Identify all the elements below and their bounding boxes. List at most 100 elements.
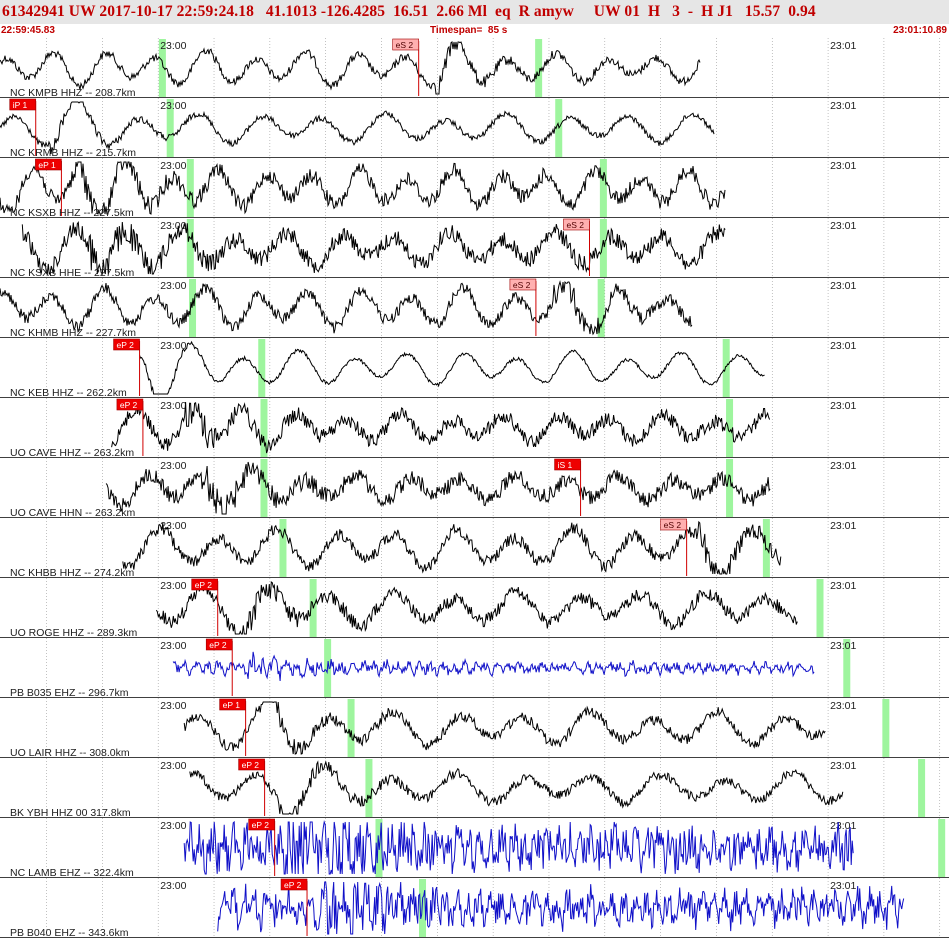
predicted-arrival-marker xyxy=(166,99,174,157)
waveform-trace xyxy=(217,881,905,935)
event-title: 61342941 UW 2017-10-17 22:59:24.18 41.10… xyxy=(2,3,816,20)
predicted-arrival-marker xyxy=(597,279,605,337)
pick-flag xyxy=(563,218,590,231)
tick-label: 23:01 xyxy=(830,700,856,712)
tick-label: 23:01 xyxy=(830,460,856,472)
pick-label: eP 1 xyxy=(223,700,241,710)
tick-label: 23:01 xyxy=(830,40,856,52)
tick-label: 23:01 xyxy=(830,880,856,892)
pick-label: eP 2 xyxy=(252,820,270,830)
tick-label: 23:00 xyxy=(160,40,186,52)
predicted-arrival-marker xyxy=(726,459,734,517)
station-label: NC LAMB EHZ -- 322.4km xyxy=(10,867,134,879)
predicted-arrival-marker xyxy=(722,339,730,397)
pick-label: eP 1 xyxy=(38,160,56,170)
tick-label: 23:00 xyxy=(160,100,186,112)
predicted-arrival-marker xyxy=(158,39,166,97)
waveform-trace xyxy=(0,101,715,155)
pick-label: eP 2 xyxy=(117,340,135,350)
pick-flag xyxy=(219,698,246,711)
waveform-trace xyxy=(0,41,701,95)
waveform-trace xyxy=(105,461,771,515)
tick-label: 23:01 xyxy=(830,280,856,292)
pick-label: eP 2 xyxy=(195,580,213,590)
tick-label: 23:00 xyxy=(160,760,186,772)
pick-label: eS 2 xyxy=(664,520,682,530)
pick-label: eS 2 xyxy=(396,40,414,50)
start-time: 22:59:45.83 xyxy=(1,25,55,36)
waveform-trace xyxy=(183,820,854,875)
waveform-trace xyxy=(189,760,844,815)
tick-label: 23:01 xyxy=(830,640,856,652)
waveform-trace xyxy=(172,651,815,682)
pick-flag xyxy=(509,278,537,291)
waveform-trace xyxy=(111,401,771,454)
station-label: PB B035 EHZ -- 296.7km xyxy=(10,687,129,699)
station-label: NC KSXB HHE -- 227.5km xyxy=(10,267,135,279)
pick-flag xyxy=(113,338,140,351)
tick-label: 23:01 xyxy=(830,820,856,832)
pick-flag xyxy=(280,878,308,891)
waveform-trace xyxy=(21,220,726,276)
predicted-arrival-marker xyxy=(762,519,770,577)
predicted-arrival-marker xyxy=(816,579,824,637)
predicted-arrival-marker xyxy=(189,279,197,337)
predicted-arrival-marker xyxy=(843,639,851,697)
tick-label: 23:00 xyxy=(160,280,186,292)
pick-flag xyxy=(9,98,37,111)
station-label: UO CAVE HHN -- 263.2km xyxy=(10,507,135,519)
pick-flag xyxy=(238,758,265,771)
station-label: NC KHMB HHZ -- 227.7km xyxy=(10,327,136,339)
tick-label: 23:00 xyxy=(160,520,186,532)
predicted-arrival-marker xyxy=(258,339,266,397)
pick-label: iP 1 xyxy=(13,100,28,110)
waveform-trace xyxy=(0,280,693,336)
predicted-arrival-marker xyxy=(186,159,194,217)
tick-label: 23:00 xyxy=(160,220,186,232)
station-label: PB B040 EHZ -- 343.6km xyxy=(10,927,129,939)
pick-label: eP 2 xyxy=(209,640,227,650)
pick-flag xyxy=(392,38,419,51)
pick-label: iS 1 xyxy=(558,460,573,470)
predicted-arrival-marker xyxy=(260,399,268,457)
waveform-trace xyxy=(183,701,826,755)
tick-label: 23:01 xyxy=(830,100,856,112)
pick-flag xyxy=(660,518,687,531)
station-label: NC KRMB HHZ -- 215.7km xyxy=(10,147,136,159)
tick-label: 23:00 xyxy=(160,640,186,652)
predicted-arrival-marker xyxy=(365,759,373,817)
predicted-arrival-marker xyxy=(260,459,268,517)
waveform-trace xyxy=(155,581,798,635)
tick-label: 23:00 xyxy=(160,340,186,352)
pick-flag xyxy=(205,638,233,651)
pick-label: eP 2 xyxy=(284,880,302,890)
seismogram-plot[interactable]: 23:00 23:01 eS 2 NC KMPB HHZ -- 208.7km 23:0… xyxy=(0,38,949,940)
pick-label: eP 2 xyxy=(242,760,260,770)
tick-label: 23:01 xyxy=(830,580,856,592)
station-label: UO ROGE HHZ -- 289.3km xyxy=(10,627,137,639)
station-label: NC KSXB HHZ -- 227.5km xyxy=(10,207,134,219)
predicted-arrival-marker xyxy=(279,519,287,577)
pick-flag xyxy=(248,818,275,831)
station-label: UO LAIR HHZ -- 308.0km xyxy=(10,747,130,759)
tick-label: 23:01 xyxy=(830,520,856,532)
tick-label: 23:00 xyxy=(160,160,186,172)
predicted-arrival-marker xyxy=(186,219,194,277)
pick-label: eS 2 xyxy=(566,220,584,230)
predicted-arrival-marker xyxy=(726,399,734,457)
tick-label: 23:00 xyxy=(160,820,186,832)
predicted-arrival-marker xyxy=(938,819,946,877)
station-label: NC KMPB HHZ -- 208.7km xyxy=(10,87,136,99)
pick-flag xyxy=(116,398,144,411)
tick-label: 23:01 xyxy=(830,760,856,772)
station-label: BK YBH HHZ 00 317.8km xyxy=(10,807,131,819)
waveform-trace xyxy=(139,340,765,395)
title-bar: 61342941 UW 2017-10-17 22:59:24.18 41.10… xyxy=(0,0,949,24)
station-label: UO CAVE HHZ -- 263.2km xyxy=(10,447,134,459)
predicted-arrival-marker xyxy=(599,219,607,277)
waveform-trace xyxy=(122,520,782,575)
predicted-arrival-marker xyxy=(347,699,355,757)
tick-label: 23:00 xyxy=(160,400,186,412)
tick-label: 23:01 xyxy=(830,160,856,172)
waveform-trace xyxy=(0,161,726,215)
